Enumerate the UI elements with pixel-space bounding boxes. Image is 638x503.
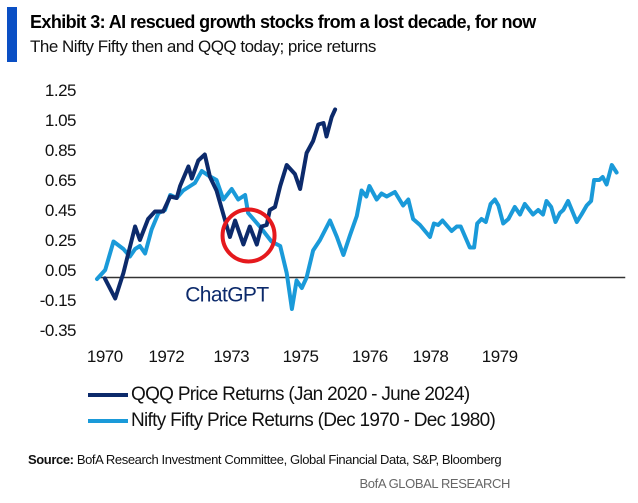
legend-item-qqq: QQQ Price Returns (Jan 2020 - June 2024) — [88, 384, 470, 406]
x-tick-label: 1970 — [87, 347, 123, 366]
accent-bar — [7, 7, 17, 62]
source-note: Source: BofA Research Investment Committ… — [28, 452, 502, 467]
y-tick-label: 1.05 — [45, 111, 76, 130]
y-tick-label: 0.45 — [45, 201, 76, 220]
y-tick-label: 0.05 — [45, 261, 76, 280]
legend-item-nifty: Nifty Fifty Price Returns (Dec 1970 - De… — [88, 410, 496, 432]
x-tick-label: 1975 — [283, 347, 319, 366]
chart-plot: 1.25 1.05 0.85 0.65 0.45 0.25 0.05 -0.15 -0.35 19… — [40, 81, 626, 366]
brand-label: BofA GLOBAL RESEARCH — [359, 476, 511, 491]
y-tick-label: -0.35 — [40, 321, 76, 340]
annotation-chatgpt-label: ChatGPT — [185, 284, 269, 307]
series-line-nifty — [95, 163, 619, 311]
y-tick-label: 0.85 — [45, 141, 76, 160]
y-tick-label: 0.25 — [45, 231, 76, 250]
x-tick-label: 1973 — [213, 347, 249, 366]
legend-swatch-qqq — [88, 393, 128, 397]
y-tick-label: 0.65 — [45, 171, 76, 190]
legend-label-nifty: Nifty Fifty Price Returns (Dec 1970 - De… — [131, 410, 496, 431]
x-tick-label: 1979 — [482, 347, 518, 366]
legend-label-qqq: QQQ Price Returns (Jan 2020 - June 2024) — [131, 384, 470, 405]
annotation-circle — [220, 207, 277, 264]
y-tick-label: -0.15 — [40, 291, 76, 310]
x-tick-label: 1978 — [412, 347, 448, 366]
chart-subtitle: The Nifty Fifty then and QQQ today; pric… — [30, 37, 376, 56]
source-text: BofA Research Investment Committee, Glob… — [73, 452, 502, 467]
series-line-qqq — [102, 107, 338, 301]
y-tick-label: 1.25 — [45, 81, 76, 100]
source-label: Source: — [28, 452, 74, 467]
x-tick-label: 1976 — [352, 347, 388, 366]
chart-title: Exhibit 3: AI rescued growth stocks from… — [30, 12, 536, 32]
x-tick-label: 1972 — [148, 347, 184, 366]
legend-swatch-nifty — [88, 419, 128, 423]
